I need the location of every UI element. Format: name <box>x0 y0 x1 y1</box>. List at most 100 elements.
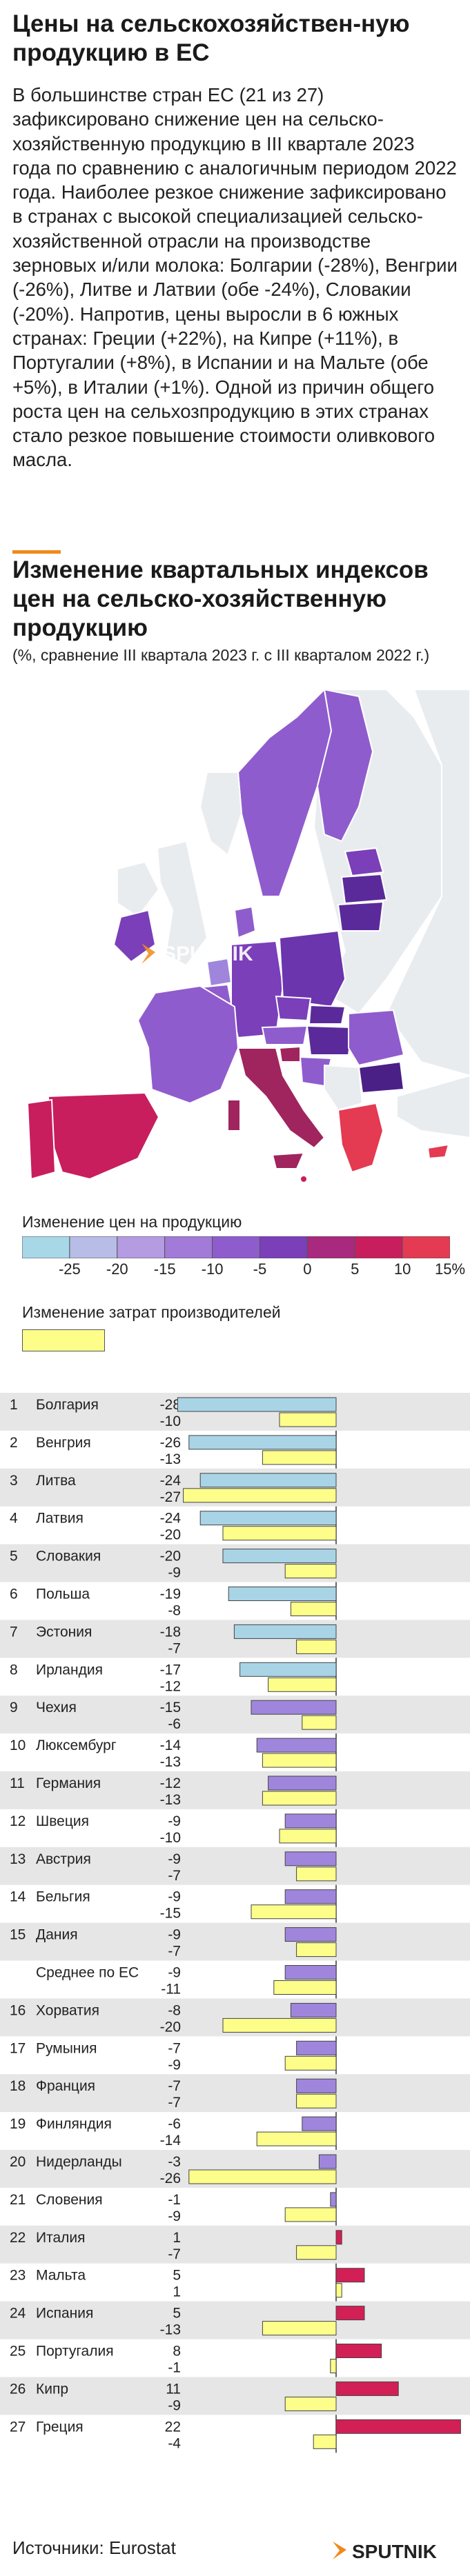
cost-label: -8 <box>168 1603 181 1619</box>
row-rank: 20 <box>10 2154 26 2170</box>
price-label: -17 <box>160 1662 181 1678</box>
cost-label: -13 <box>160 2322 181 2338</box>
cost-label: -20 <box>160 2019 181 2035</box>
price-bar <box>284 1889 337 1904</box>
cost-label: -20 <box>160 1527 181 1543</box>
price-bar <box>233 1624 337 1639</box>
cost-label: -1 <box>168 2360 181 2376</box>
cost-label: -10 <box>160 1413 181 1429</box>
row-rank: 26 <box>10 2381 26 2397</box>
price-bar <box>239 1662 337 1677</box>
legend-tick: -10 <box>201 1260 224 1278</box>
row-rank: 10 <box>10 1738 26 1753</box>
row-country: Польша <box>36 1587 90 1602</box>
legend-swatch <box>22 1236 70 1258</box>
row-rank: 4 <box>10 1511 18 1527</box>
legend-cost-title: Изменение затрат производителей <box>22 1303 281 1321</box>
legend-swatch <box>354 1236 403 1258</box>
price-bar <box>330 2192 337 2207</box>
price-label: -1 <box>168 2192 181 2208</box>
row-rank: 23 <box>10 2268 26 2284</box>
map-austria <box>261 1025 309 1045</box>
cost-bar <box>222 1526 337 1541</box>
chart-subtitle: (%, сравнение III квартала 2023 г. с III… <box>12 646 430 664</box>
cost-bar <box>183 1488 337 1503</box>
row-country: Дания <box>36 1927 78 1943</box>
row-country: Италия <box>36 2230 86 2246</box>
source-note: Источники: Eurostat <box>12 2537 176 2558</box>
cost-label: -7 <box>168 1640 181 1656</box>
row-band <box>0 2225 470 2264</box>
cost-bar <box>290 1602 337 1616</box>
legend-swatch <box>212 1236 260 1258</box>
cost-label: -7 <box>168 2246 181 2262</box>
price-bar <box>335 2268 365 2283</box>
watermark-text: SPUTNIK <box>162 943 253 965</box>
map-poland <box>278 929 346 1008</box>
cost-bar <box>296 1639 337 1654</box>
cost-bar <box>251 1904 337 1920</box>
legend-swatch <box>164 1236 213 1258</box>
cost-bar <box>262 1791 337 1806</box>
row-band <box>0 1922 470 1961</box>
row-country: Германия <box>36 1775 101 1791</box>
row-country: Словакия <box>36 1549 101 1564</box>
map-latvia <box>340 873 388 905</box>
row-country: Чехия <box>36 1700 77 1715</box>
map-portugal <box>26 1098 57 1180</box>
row-country: Кипр <box>36 2381 68 2397</box>
price-bar <box>296 2078 337 2093</box>
price-bar <box>268 1775 337 1791</box>
cost-label: -7 <box>168 2095 181 2111</box>
row-rank: 8 <box>10 1662 18 1678</box>
price-label: 5 <box>173 2268 181 2284</box>
row-country: Ирландия <box>36 1662 103 1678</box>
cost-bar <box>284 2396 337 2411</box>
map-greece <box>337 1102 384 1174</box>
chart-title: Изменение квартальных индексов цен на се… <box>12 556 429 641</box>
cost-label: -13 <box>160 1754 181 1770</box>
logo-text: SPUTNIK <box>352 2541 437 2562</box>
legend-swatch <box>117 1236 166 1258</box>
cost-label: -10 <box>160 1830 181 1846</box>
price-bar <box>296 2040 337 2055</box>
price-label: 8 <box>173 2344 181 2359</box>
cost-bar <box>302 1715 337 1730</box>
row-country: Мальта <box>36 2268 86 2284</box>
price-bar <box>251 1700 337 1715</box>
sputnik-watermark: SPUTNIK <box>141 943 253 965</box>
row-rank: 12 <box>10 1813 26 1829</box>
row-country: Финляндия <box>36 2116 112 2132</box>
intro-text: В большинстве стран ЕС (21 из 27) зафикс… <box>12 84 458 471</box>
row-band <box>0 2074 470 2113</box>
cost-bar <box>335 2283 342 2298</box>
row-rank: 5 <box>10 1549 18 1564</box>
legend-tick: 5 <box>351 1260 360 1278</box>
price-bar <box>318 2154 337 2169</box>
cost-label: -27 <box>160 1489 181 1505</box>
map-italy <box>237 1047 326 1149</box>
row-country: Нидерланды <box>36 2154 122 2170</box>
row-band <box>0 1695 470 1734</box>
cost-label: -9 <box>168 2208 181 2224</box>
price-label: -6 <box>168 2116 181 2132</box>
price-label: -9 <box>168 1813 181 1829</box>
price-label: 5 <box>173 2306 181 2322</box>
row-country: Бельгия <box>36 1889 90 1905</box>
price-bar <box>290 2002 337 2017</box>
row-rank: 19 <box>10 2116 26 2132</box>
cost-label: -26 <box>160 2171 181 2186</box>
price-label: -9 <box>168 1927 181 1943</box>
cost-bar <box>296 1866 337 1882</box>
price-label: -7 <box>168 2040 181 2056</box>
row-rank: 21 <box>10 2192 26 2208</box>
cost-label: -9 <box>168 2397 181 2413</box>
legend-swatch <box>69 1236 118 1258</box>
cost-bar <box>296 2093 337 2109</box>
cost-bar <box>222 2017 337 2033</box>
price-label: -7 <box>168 2078 181 2094</box>
price-label: -15 <box>160 1700 181 1715</box>
map-ireland <box>112 909 157 963</box>
price-label: -3 <box>168 2154 181 2170</box>
price-label: -28 <box>160 1397 181 1413</box>
